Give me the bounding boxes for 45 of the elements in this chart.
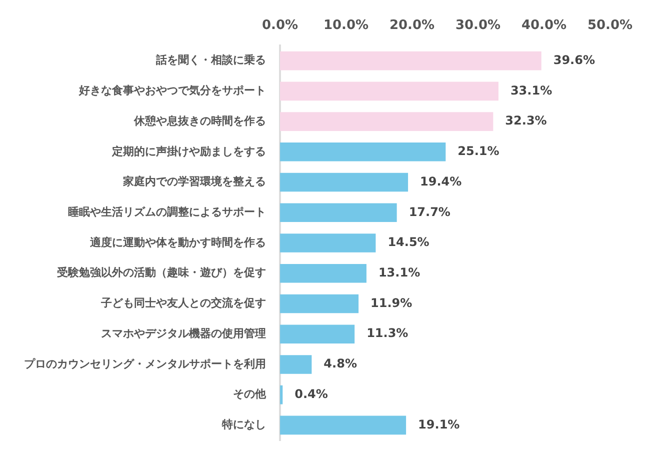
- y-tick-label: 定期的に声掛けや励ましをする: [111, 144, 266, 158]
- bar: [280, 234, 376, 252]
- bar: [280, 142, 446, 162]
- bar: [280, 324, 355, 344]
- x-tick-label: 10.0%: [323, 18, 369, 34]
- bar: [280, 264, 366, 283]
- y-tick-label: 適度に運動や体を動かす時間を作る: [89, 236, 266, 249]
- data-label: 0.4%: [294, 386, 328, 401]
- x-tick-label: 40.0%: [521, 18, 567, 34]
- data-label: 13.1%: [378, 265, 420, 280]
- x-tick-label: 30.0%: [455, 18, 501, 34]
- y-tick-label: 特になし: [221, 418, 266, 432]
- bar: [280, 385, 283, 404]
- y-tick-label: 家庭内での学習環境を整える: [122, 175, 266, 188]
- data-label: 33.1%: [510, 83, 552, 98]
- data-label: 32.3%: [505, 114, 547, 128]
- bar: [280, 172, 408, 192]
- data-label: 25.1%: [458, 144, 500, 158]
- data-label: 11.9%: [370, 296, 412, 310]
- y-tick-label: スマホやデジタル機器の使用管理: [101, 326, 266, 340]
- bar: [280, 51, 542, 70]
- y-tick-label: 子ども同士や友人との交流を促す: [100, 296, 266, 310]
- data-label: 4.8%: [324, 356, 357, 371]
- x-tick-label: 20.0%: [389, 18, 435, 34]
- data-label: 19.1%: [418, 417, 460, 432]
- bar: [280, 355, 312, 374]
- bar: [280, 416, 406, 435]
- data-label: 11.3%: [366, 326, 408, 340]
- y-tick-label: 睡眠や生活リズムの調整によるサポート: [68, 205, 266, 218]
- bar: [280, 203, 397, 222]
- y-tick-label: 休憩や息抜きの時間を作る: [133, 114, 266, 128]
- bar: [280, 82, 498, 101]
- x-tick-label: 50.0%: [587, 18, 633, 34]
- y-tick-label: 受験勉強以外の活動（趣味・遊び）を促す: [56, 266, 266, 280]
- data-label: 19.4%: [420, 174, 462, 188]
- data-label: 39.6%: [553, 52, 595, 67]
- y-tick-label: 好きな食事やおやつで気分をサポート: [78, 84, 266, 98]
- bar: [280, 112, 494, 131]
- x-tick-label: 0.0%: [262, 18, 298, 34]
- y-tick-label: プロのカウンセリング・メンタルサポートを利用: [24, 357, 266, 370]
- bar: [280, 294, 359, 314]
- y-tick-label: その他: [233, 388, 267, 401]
- data-label: 14.5%: [388, 235, 430, 250]
- data-label: 17.7%: [408, 204, 450, 219]
- y-tick-label: 話を聞く・相談に乗る: [155, 54, 266, 67]
